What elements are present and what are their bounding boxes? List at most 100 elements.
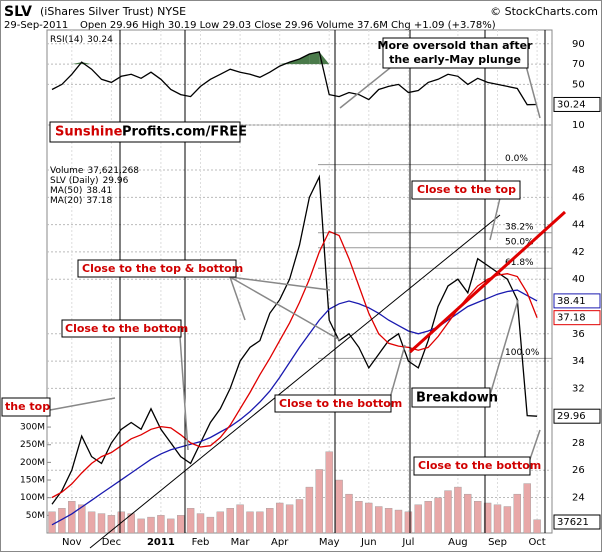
trend-line (89, 214, 501, 549)
y-tick-label: 70 (572, 59, 585, 70)
value-tag (553, 293, 601, 309)
annotation-box (411, 387, 491, 408)
volume-bar (176, 515, 185, 534)
legend-value: 37,621,268 (87, 166, 139, 176)
value-tag (553, 408, 601, 424)
volume-bar (503, 506, 512, 534)
arrow (489, 197, 501, 241)
volume-bar (167, 518, 175, 534)
volume-bar (404, 511, 413, 534)
fib-label: 61.8% (505, 258, 534, 268)
annotations: More oversold than after the early-May p… (1, 37, 541, 476)
annotation-box (49, 121, 241, 143)
security-name: (iShares Silver Trust) NYSE (40, 5, 186, 18)
brand: Profits.com/FREE (122, 125, 247, 140)
value-tag-label: 37.18 (557, 313, 586, 324)
value-tag-label: 29.96 (557, 411, 586, 422)
value-tag (553, 514, 601, 530)
y2-tick-label: 100M (20, 493, 45, 503)
y-tick-label: 10 (572, 120, 585, 131)
x-tick-label: Jul (401, 537, 414, 548)
x-tick-label: Feb (192, 537, 210, 548)
volume-bar (285, 504, 294, 534)
arrow (524, 61, 541, 119)
value-tag-label: 30.24 (557, 99, 586, 110)
volume-bar (127, 513, 135, 534)
x-tick-label: Sep (488, 537, 507, 548)
annotation-box (413, 456, 531, 476)
y-tick-label: 46 (572, 192, 585, 203)
legend-name: RSI(14) (50, 35, 83, 45)
annotation: Close to the bottom (418, 459, 541, 472)
annotation-box (382, 37, 529, 69)
annotation-box (1, 397, 51, 417)
arrow (229, 276, 246, 321)
volume-bar (97, 513, 106, 534)
volume-bar (246, 511, 254, 534)
arrow (179, 336, 189, 451)
volume-bar (107, 515, 116, 534)
symbol: SLV (4, 4, 32, 20)
value-tag (553, 310, 601, 326)
volume-bar (493, 504, 502, 534)
volume-bar (206, 516, 215, 534)
quote-date: 29-Sep-2011 (4, 20, 68, 31)
annotation: Close to the bottom (65, 322, 188, 335)
volume-bar (414, 504, 422, 534)
volume-bar (424, 501, 432, 534)
volume-bar (315, 469, 323, 534)
volume-bar (276, 502, 284, 534)
volume-bar (345, 493, 353, 534)
volume-bar (87, 511, 96, 534)
annotation: the top (5, 400, 50, 413)
legend-entry: MA(20) 37.18 (50, 196, 112, 206)
y2-tick-label: 50M (26, 511, 45, 521)
legend-name: MA(20) (50, 196, 82, 206)
rsi-overbought-fill (71, 62, 82, 65)
value-tag-label: 38.41 (557, 296, 586, 307)
x-tick-label: Dec (102, 537, 121, 548)
x-tick-label: Jun (360, 537, 377, 548)
x-tick-label: May (319, 537, 340, 548)
annotation: More oversold than after (378, 39, 534, 52)
y-tick-label: 42 (572, 247, 585, 258)
legend-value: 37.18 (86, 196, 112, 206)
volume-bar (236, 504, 244, 534)
value-tag (553, 96, 601, 112)
legend-entry: RSI(14) 30.24 (50, 35, 113, 45)
volume-bar (454, 486, 462, 534)
y-tick-label: 32 (572, 383, 585, 394)
annotation: Close to the top (417, 183, 516, 196)
legend-entry: Volume 37,621,268 (50, 166, 139, 176)
annotation: Breakdown (416, 391, 498, 406)
annotation: Close to the top & bottom (82, 262, 243, 275)
legend-name: SLV (Daily) (50, 176, 99, 186)
volume-bar (295, 499, 304, 534)
volume-bar (355, 501, 363, 534)
series-line (51, 289, 538, 526)
legend-entry: MA(50) 38.41 (50, 186, 112, 196)
volume-bar (444, 490, 452, 534)
vertical-markers (89, 30, 567, 549)
legend-value: 29.96 (103, 176, 129, 186)
volume-bar (48, 511, 56, 534)
volume-bar (305, 486, 314, 534)
fib-label: 0.0% (505, 154, 528, 164)
volume-bar (226, 508, 234, 534)
series-line (51, 174, 538, 505)
y2-tick-label: 300M (20, 423, 45, 433)
y-tick-label: 40 (572, 274, 585, 285)
credit: © StockCharts.com (490, 5, 598, 18)
arrow (339, 67, 391, 109)
y-tick-label: 90 (572, 39, 585, 50)
volume-bar (464, 493, 472, 534)
volume-bar (147, 516, 155, 534)
value-tag-label: 37621 (557, 517, 589, 528)
trend-line (408, 210, 567, 354)
x-tick-label: Apr (271, 537, 289, 548)
brand: Sunshine (55, 125, 123, 140)
volume-bar (483, 502, 492, 534)
quote: Open 29.96 High 30.19 Low 29.03 Close 29… (80, 20, 496, 31)
y2-tick-label: 200M (20, 458, 45, 468)
